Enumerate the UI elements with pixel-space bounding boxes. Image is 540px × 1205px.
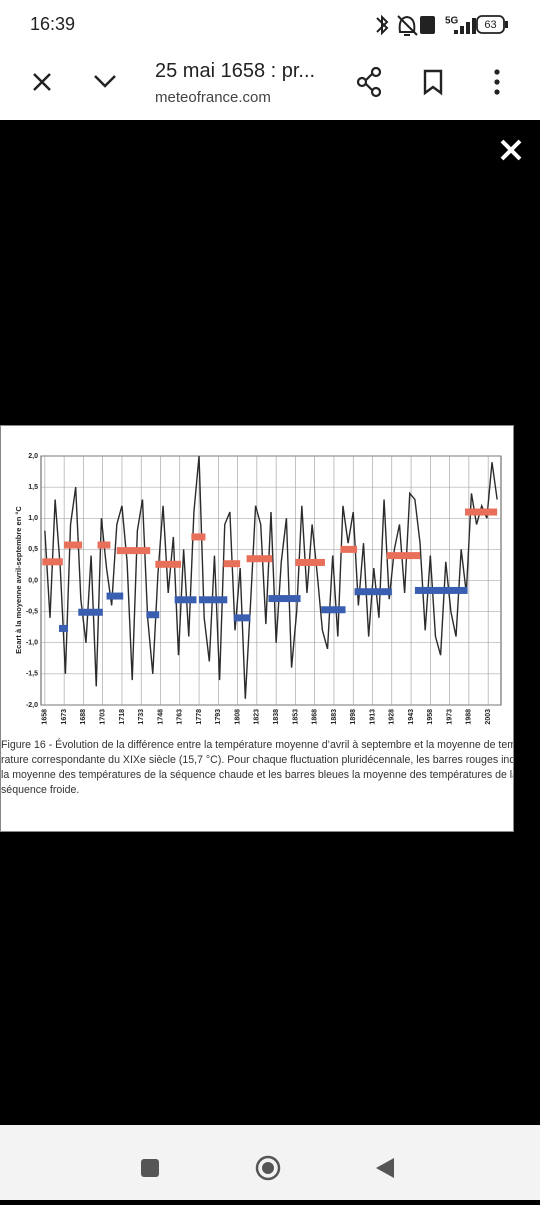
- mean-bar: [191, 533, 206, 541]
- mean-bar: [340, 545, 358, 553]
- x-tick-label: 1973: [446, 709, 453, 725]
- image: Ecart à la moyenne avril-septembre en °C…: [0, 425, 514, 832]
- x-tick-label: 1868: [312, 709, 319, 725]
- x-tick-label: 1748: [157, 709, 164, 725]
- mean-bar: [116, 547, 151, 555]
- mean-bar: [465, 508, 498, 516]
- y-tick-label: 2,0: [28, 453, 38, 460]
- nav-bar: [0, 1125, 540, 1200]
- mean-bar: [42, 558, 63, 566]
- expand-button[interactable]: [94, 75, 116, 88]
- x-tick-label: 1793: [215, 709, 222, 725]
- mean-bar: [233, 614, 251, 622]
- y-tick-label: -1,5: [26, 671, 38, 678]
- mean-bar: [155, 560, 182, 568]
- mean-bar: [386, 552, 421, 560]
- x-tick-label: 1988: [466, 709, 473, 725]
- y-tick-label: 0,5: [28, 546, 38, 553]
- mean-bar: [64, 541, 83, 549]
- mean-bar: [246, 555, 273, 563]
- caption-line: Figure 16 - Évolution de la différence e…: [1, 739, 514, 751]
- x-tick-label: 1853: [292, 709, 299, 725]
- time: 16:39: [30, 14, 76, 34]
- home-button[interactable]: [255, 1155, 281, 1181]
- close-button[interactable]: [33, 73, 51, 91]
- caption-line: la moyenne des températures de la séquen…: [1, 769, 514, 781]
- y-tick-label: -1,0: [26, 640, 38, 647]
- status-bar: 16:39 5G 63: [0, 0, 540, 52]
- app-bar-icons: [33, 66, 500, 98]
- x-tick-label: 1733: [138, 709, 145, 725]
- recents-button[interactable]: [141, 1159, 159, 1177]
- mean-bar: [106, 592, 124, 600]
- y-tick-label: 1,0: [28, 515, 38, 522]
- x-tick-label: 1928: [389, 709, 396, 725]
- mean-bar: [146, 611, 160, 619]
- back-button[interactable]: [376, 1158, 394, 1178]
- y-tick-label: -2,0: [26, 702, 38, 709]
- caption-line: rature correspondante du XIXe siècle (15…: [1, 754, 514, 766]
- network: 5G: [445, 16, 459, 27]
- y-tick-label: 1,5: [28, 484, 38, 491]
- caption-line: séquence froide.: [1, 784, 80, 796]
- x-tick-label: 1718: [119, 709, 126, 725]
- y-axis-label: Ecart à la moyenne avril-septembre en °C: [14, 506, 23, 654]
- x-tick-label: 1898: [350, 709, 357, 725]
- mean-bar: [174, 596, 197, 604]
- mean-bar: [223, 560, 241, 568]
- status-icons: 5G 63: [376, 14, 508, 36]
- nav-icons: [141, 1155, 394, 1181]
- share-button[interactable]: [356, 66, 382, 98]
- mean-bar: [321, 606, 346, 614]
- app-bar: 25 mai 1658 : pr... meteofrance.com: [0, 52, 540, 120]
- x-tick-label: 1673: [61, 709, 68, 725]
- caption: Figure 16 - Évolution de la différence e…: [1, 738, 514, 798]
- y-tick-label: 0,0: [28, 577, 38, 584]
- mean-bar: [295, 558, 325, 566]
- page-url: meteofrance.com: [155, 89, 271, 106]
- x-tick-label: 1943: [408, 709, 415, 725]
- x-tick-label: 1778: [196, 709, 203, 725]
- x-tick-label: 1913: [369, 709, 376, 725]
- page-title: 25 mai 1658 : pr...: [155, 60, 316, 82]
- battery: 63: [484, 19, 496, 31]
- menu-button[interactable]: [494, 69, 500, 95]
- chart: Ecart à la moyenne avril-septembre en °C…: [14, 453, 502, 725]
- mean-bar: [268, 595, 301, 603]
- x-tick-label: 1703: [100, 709, 107, 725]
- x-tick-label: 1763: [177, 709, 184, 725]
- mean-bar: [199, 596, 228, 604]
- x-tick-label: 2003: [485, 709, 492, 725]
- x-tick-label: 1823: [254, 709, 261, 725]
- mean-bar: [414, 586, 468, 594]
- data-line: [44, 455, 498, 699]
- bookmark-button[interactable]: [423, 69, 443, 96]
- mean-bar: [354, 588, 392, 596]
- y-tick-label: -0,5: [26, 608, 38, 615]
- x-tick-label: 1883: [331, 709, 338, 725]
- x-tick-label: 1658: [42, 709, 49, 725]
- mean-bar: [78, 608, 103, 616]
- mean-bar: [58, 624, 68, 632]
- mean-bar: [97, 541, 111, 549]
- x-tick-label: 1958: [427, 709, 434, 725]
- x-tick-label: 1838: [273, 709, 280, 725]
- x-tick-label: 1808: [234, 709, 241, 725]
- close-viewer[interactable]: [496, 135, 526, 165]
- x-tick-label: 1688: [80, 709, 87, 725]
